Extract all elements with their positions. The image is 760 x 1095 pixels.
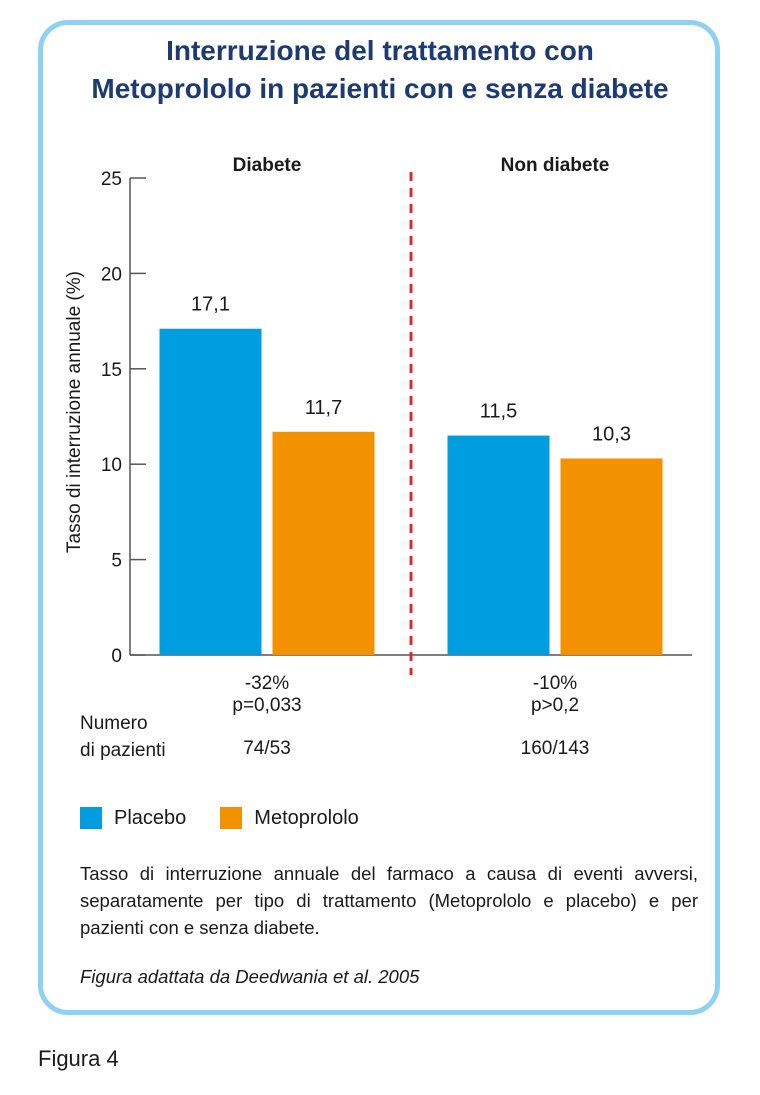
legend-swatch-placebo [80, 807, 102, 829]
legend-label-placebo: Placebo [114, 806, 187, 829]
legend-swatch-metoprololo [220, 807, 243, 829]
group-pvalue: p>0,2 [531, 695, 579, 716]
chart-title-line-1: Interruzione del trattamento con [166, 35, 594, 66]
legend: Placebo Metoprololo [80, 806, 393, 830]
y-tick-label: 15 [101, 360, 122, 381]
group-patients: 160/143 [521, 738, 590, 759]
patients-label: Numero di pazienti [80, 710, 166, 764]
figure-caption: Tasso di interruzione annuale del farmac… [80, 863, 698, 938]
data-label: 10,3 [592, 423, 631, 445]
bar [159, 328, 262, 655]
y-tick-label: 5 [111, 551, 122, 572]
group-patients: 74/53 [243, 738, 291, 759]
bar-chart: 0 5 10 15 20 25 Tasso di interruzione annuale … [64, 155, 692, 759]
bar [272, 431, 375, 655]
group-change: -10% [533, 673, 577, 694]
group-title: Diabete [233, 155, 302, 176]
y-tick-label: 20 [101, 264, 122, 285]
legend-item-placebo: Placebo [80, 807, 186, 830]
bar [560, 458, 663, 655]
chart-title: Interruzione del trattamento con Metopro… [0, 32, 760, 108]
group-change: -32% [245, 673, 289, 694]
data-label: 11,5 [480, 401, 517, 423]
chart-title-line-2: Metoprololo in pazienti con e senza diab… [91, 73, 669, 104]
y-axis-label: Tasso di interruzione annuale (%) [64, 271, 85, 553]
patients-label-line-1: Numero [80, 713, 148, 734]
y-tick-label: 25 [101, 169, 122, 190]
data-label: 17,1 [191, 294, 230, 316]
figure-source: Figura adattata da Deedwania et al. 2005 [80, 966, 420, 987]
legend-label-metoprololo: Metoprololo [254, 806, 359, 829]
patients-label-line-2: di pazienti [80, 740, 166, 761]
data-label: 11,7 [305, 397, 342, 419]
group-title: Non diabete [501, 155, 610, 176]
bar [447, 435, 550, 655]
legend-item-metoprololo: Metoprololo [220, 807, 359, 830]
figure-label: Figura 4 [38, 1046, 119, 1071]
y-tick-label: 0 [111, 646, 122, 667]
y-tick-label: 10 [101, 455, 122, 476]
group-pvalue: p=0,033 [232, 695, 301, 716]
